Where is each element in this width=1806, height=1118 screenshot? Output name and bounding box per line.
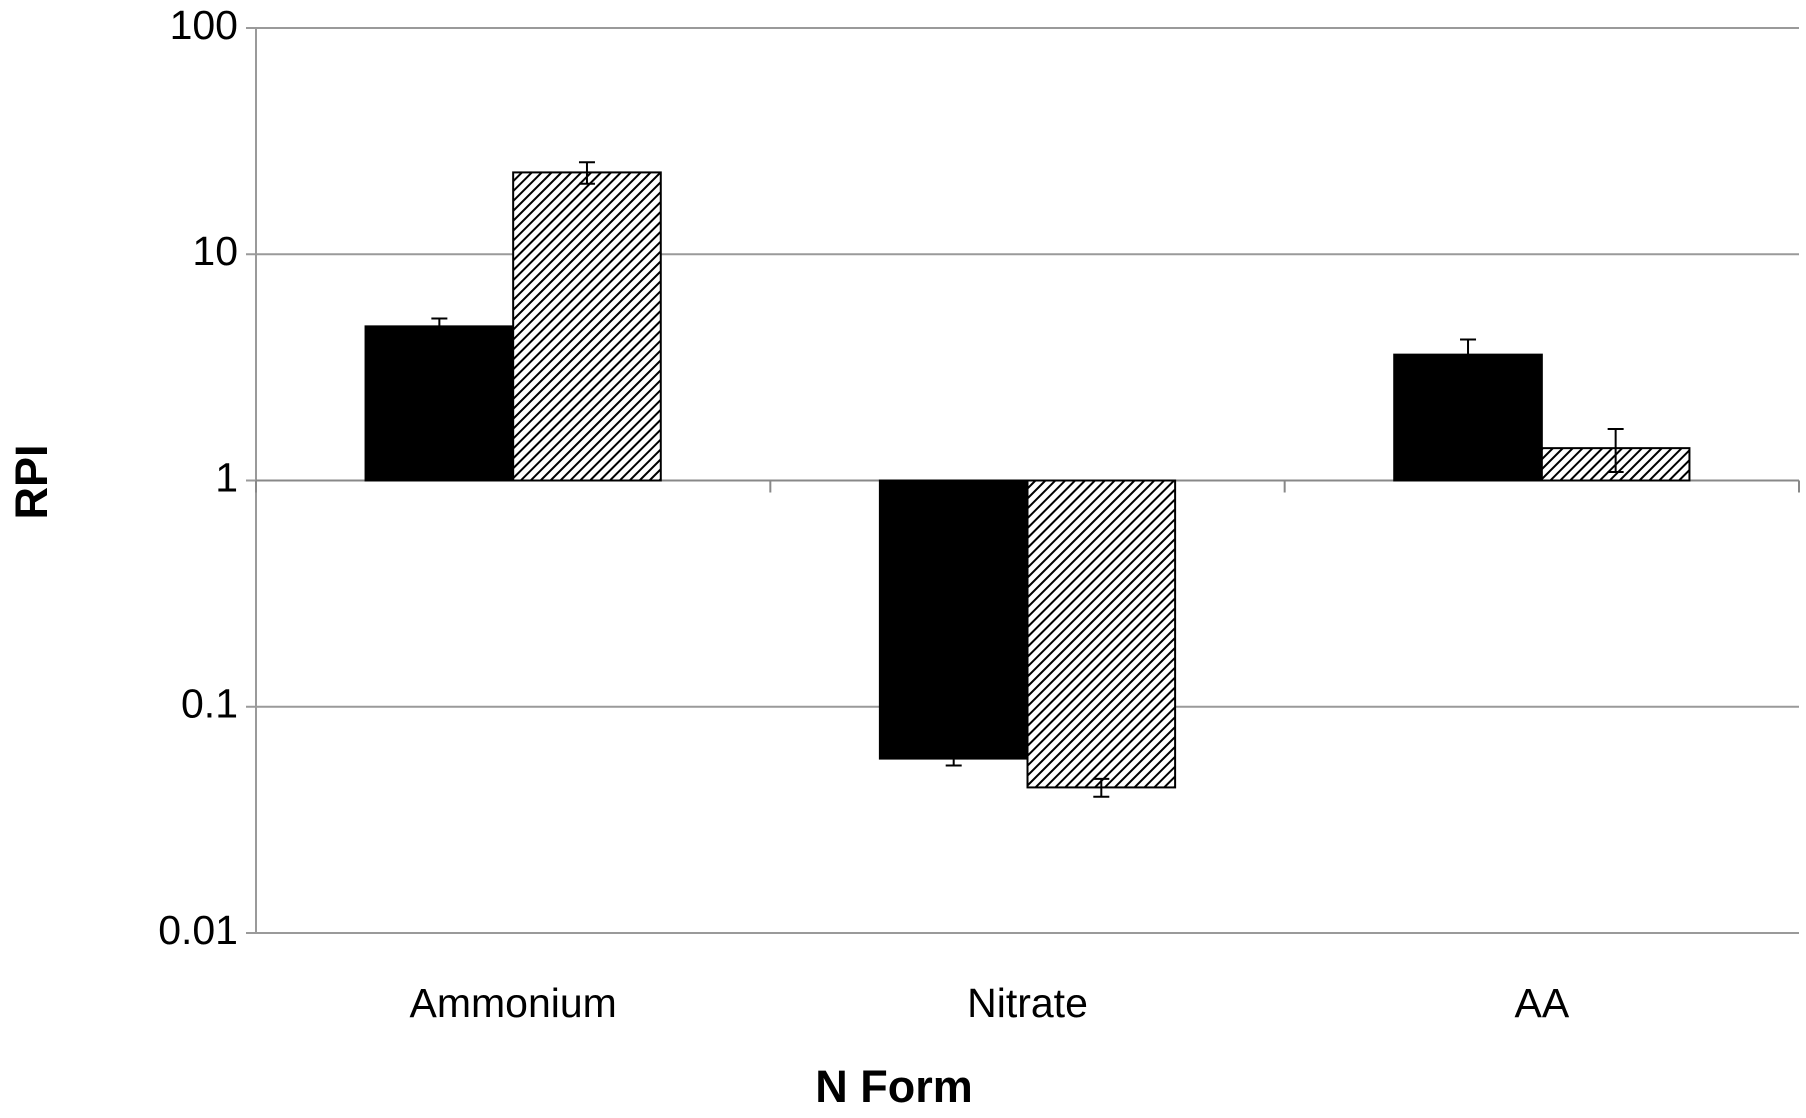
bar: [512, 171, 662, 482]
bar: [1393, 353, 1543, 482]
x-tick-label: AA: [1514, 980, 1569, 1026]
x-tick-label: Nitrate: [967, 980, 1088, 1026]
y-tick-label: 0.1: [181, 681, 238, 727]
x-axis-title: N Form: [815, 1061, 973, 1112]
bar: [878, 479, 1029, 760]
error-bar: [431, 317, 448, 336]
error-bar: [1460, 338, 1477, 374]
y-tick-label: 10: [192, 228, 238, 274]
y-tick-label: 100: [170, 2, 238, 48]
bar: [364, 325, 515, 482]
error-bar: [1607, 427, 1624, 474]
y-tick-label: 0.01: [158, 907, 238, 953]
error-bar: [945, 751, 962, 767]
y-tick-label: 1: [215, 454, 238, 500]
x-tick-label: Ammonium: [410, 980, 617, 1026]
error-bar: [578, 161, 595, 185]
error-bar: [1093, 777, 1110, 798]
y-axis-title: RPI: [6, 444, 57, 519]
bar: [1026, 479, 1177, 789]
